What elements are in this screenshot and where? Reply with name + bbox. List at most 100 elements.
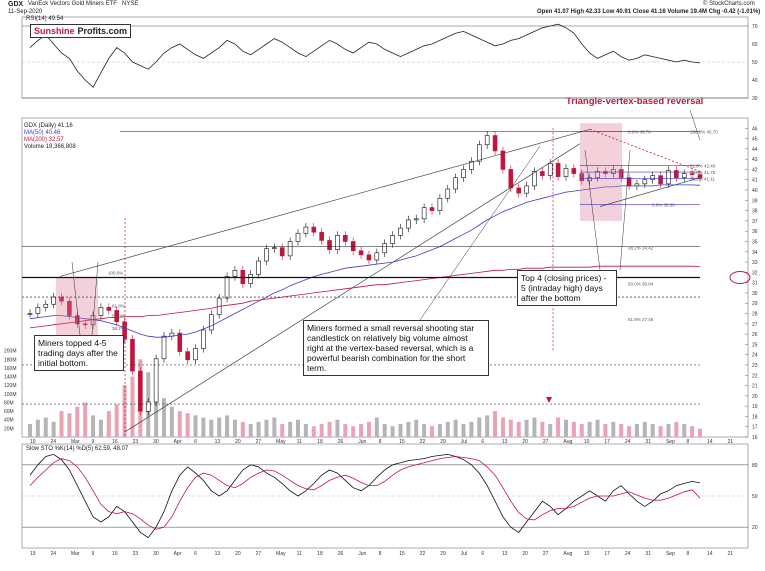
- candle-body: [484, 135, 490, 146]
- stoch-legend: Slow STO %K(14) %D(5) 62.59, 48.07: [26, 446, 129, 452]
- price-x-tick-label: 13: [215, 439, 221, 445]
- volume-bar: [690, 426, 695, 437]
- price-tick-label: 22: [752, 373, 758, 379]
- volume-bar: [98, 419, 103, 437]
- volume-bar: [193, 415, 198, 437]
- price-legend-2: MA(50) 40.46: [24, 130, 61, 136]
- price-x-tick-label: 19: [30, 439, 36, 445]
- price-x-tick-label: 11: [297, 439, 302, 445]
- volume-bar: [59, 411, 64, 437]
- price-tick-label: 20: [752, 394, 758, 400]
- volume-bar: [532, 417, 537, 437]
- price-tick-label: 38: [752, 209, 758, 215]
- chart-ohlc: Open 41.07 High 42.33 Low 40.91 Close 41…: [537, 9, 761, 15]
- stoch-x-tick-label: 10: [584, 551, 590, 557]
- stoch-x-tick-label: Jun: [358, 551, 366, 557]
- fib-label-left: 61.8%: [112, 303, 125, 308]
- price-tick-label: 31: [752, 281, 758, 287]
- volume-bar: [698, 428, 702, 437]
- candle-body: [295, 232, 301, 242]
- candle-body: [555, 162, 561, 177]
- price-x-tick-label: 24: [51, 439, 57, 445]
- candle-body: [563, 168, 569, 177]
- price-x-tick-label: 20: [235, 439, 241, 445]
- volume-bar: [658, 426, 663, 437]
- candle-body: [35, 307, 41, 314]
- price-tick-label: 46: [752, 126, 758, 132]
- volume-bar: [540, 421, 545, 437]
- volume-bar: [232, 419, 237, 437]
- fib-label: 38.2% 34.42: [628, 245, 654, 250]
- volume-tick-label: 200M: [4, 349, 17, 355]
- candle-body: [335, 235, 340, 251]
- volume-bar: [209, 419, 214, 437]
- volume-bar: [477, 417, 482, 437]
- stoch-x-tick-label: 9: [92, 551, 95, 557]
- volume-bar: [430, 426, 434, 437]
- chart-source: © StockCharts.com: [703, 1, 755, 7]
- candle-body: [595, 171, 600, 178]
- fib-label-left: 50.0%: [112, 314, 125, 319]
- volume-bar: [461, 424, 466, 437]
- price-tick-label: 28: [752, 312, 758, 318]
- volume-bar: [327, 421, 332, 437]
- volume-bar: [548, 424, 553, 437]
- candle-body: [406, 219, 411, 229]
- volume-tick-label: 80M: [4, 400, 14, 406]
- price-tick-label: 26: [752, 332, 758, 338]
- price-x-tick-label: 31: [645, 439, 651, 445]
- candle-body: [508, 169, 514, 189]
- stoch-k-line: [29, 453, 701, 539]
- ma200-line: [29, 265, 701, 329]
- price-x-tick-label: 6: [194, 439, 197, 445]
- top4-annotation: Top 4 (closing prices) - 5 (intraday hig…: [517, 270, 617, 306]
- volume-bar: [437, 424, 442, 437]
- fib-label-left: 38.2%: [112, 326, 125, 331]
- candle-body: [98, 307, 104, 316]
- volume-bar: [169, 406, 174, 437]
- stoch-x-tick-label: 19: [30, 551, 36, 557]
- candle-body: [358, 250, 364, 256]
- volume-arrow: [546, 397, 552, 403]
- price-tick-label: 29: [752, 301, 758, 307]
- price-tick-label: 43: [752, 157, 758, 163]
- logo-part-1: Sunshine: [34, 26, 75, 36]
- callout-leader: [91, 261, 99, 336]
- volume-bar: [493, 411, 498, 437]
- candle-body: [666, 170, 671, 185]
- volume-bar: [516, 421, 521, 437]
- stoch-x-tick-label: 30: [153, 551, 159, 557]
- price-x-tick-label: Mar: [71, 439, 80, 445]
- candle-body: [193, 348, 198, 361]
- stoch-tick-label: 20: [752, 525, 758, 531]
- fib-label: 0.0% 45.70: [628, 129, 651, 134]
- candle-body: [67, 300, 72, 316]
- fib-label: 38.2% 41.11: [690, 177, 715, 182]
- candle-body: [603, 171, 608, 174]
- stoch-tick-label: 80: [752, 463, 758, 469]
- stoch-x-tick-label: 6: [194, 551, 197, 557]
- stoch-x-tick-label: Mar: [71, 551, 80, 557]
- candle-body: [382, 243, 388, 254]
- candle-body: [272, 247, 277, 249]
- price-tick-label: 37: [752, 219, 758, 225]
- volume-tick-label: 140M: [4, 375, 17, 381]
- volume-bar: [422, 424, 427, 437]
- volume-bar: [453, 419, 458, 437]
- volume-bar: [217, 417, 222, 437]
- stoch-x-tick-label: 6: [481, 551, 484, 557]
- volume-bar: [571, 421, 576, 437]
- logo-part-2: Profits.com: [77, 26, 128, 36]
- stoch-x-tick-label: 24: [51, 551, 57, 557]
- price-x-tick-label: 6: [481, 439, 484, 445]
- volume-tick-label: 180M: [4, 357, 17, 363]
- volume-bar: [682, 424, 687, 437]
- stoch-x-tick-label: Sep: [666, 551, 675, 557]
- price-tick-label: 19: [752, 404, 758, 410]
- price-tick-label: 32: [752, 270, 758, 276]
- stoch-x-tick-label: May: [276, 551, 286, 557]
- price-tick-label: 33: [752, 260, 758, 266]
- volume-bar: [319, 424, 324, 437]
- callout-leader: [689, 109, 701, 141]
